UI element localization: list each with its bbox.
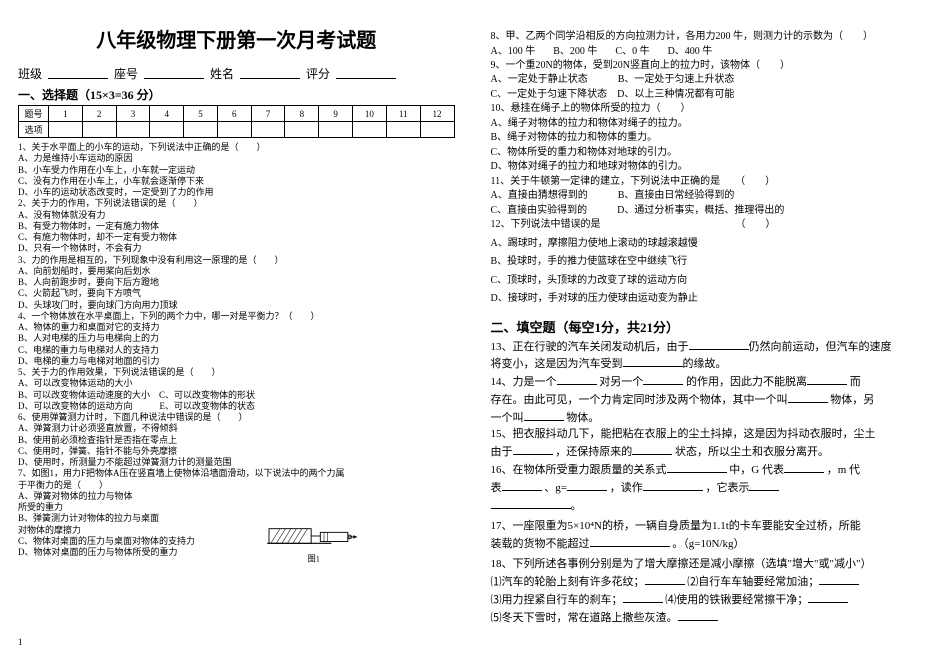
q9: 9、一个重20N的物体，受到20N竖直向上的拉力时，该物体（ ） — [491, 59, 928, 74]
q13: 13、正在行驶的汽车关闭发动机后，由于仍然向前运动，但汽车的速度 — [491, 338, 928, 356]
answer-table: 题号 1 2 3 4 5 6 7 8 9 10 11 12 选项 — [18, 105, 455, 138]
question-line: 4、一个物体放在水平桌面上，下列的两个力中，哪一对是平衡力？（ ） — [18, 311, 455, 322]
figure-1: 图1 — [263, 525, 363, 569]
question-line: A、物体的重力和桌面对它的支持力 — [18, 322, 455, 333]
question-line: 2、关于力的作用，下列说法错误的是（ ） — [18, 198, 455, 209]
left-questions-block: 1、关于水平面上的小车的运动，下列说法中正确的是（ ）A、力是维持小车运动的原因… — [18, 142, 455, 558]
section1-title: 一、选择题（15×3=36 分） — [18, 86, 455, 103]
score-blank[interactable] — [336, 65, 396, 79]
class-label: 班级 — [18, 65, 42, 82]
question-line: B、小车受力作用在小车上，小车就一定运动 — [18, 165, 455, 176]
question-line: B、人对电梯的压力与电梯向上的力 — [18, 333, 455, 344]
question-line: 5、关于力的作用效果，下列说法错误的是（ ） — [18, 367, 455, 378]
question-line: 1、关于水平面上的小车的运动，下列说法中正确的是（ ） — [18, 142, 455, 153]
name-label: 姓名 — [210, 65, 234, 82]
right-page: 8、甲、乙两个同学沿相反的方向拉测力计，各用力200 牛，则测力计的示数为（ ）… — [473, 0, 945, 655]
answer-table-header-row: 题号 1 2 3 4 5 6 7 8 9 10 11 12 — [19, 106, 455, 122]
page-number-left: 1 — [18, 637, 23, 647]
class-blank[interactable] — [48, 65, 108, 79]
q18: 18、下列所述各事例分别是为了增大摩擦还是减小摩擦（选填"增大"或"减小"） — [491, 557, 928, 573]
question-line: 对物体的摩擦力 — [18, 525, 455, 536]
student-info-line: 班级 座号 姓名 评分 — [18, 65, 455, 82]
figure-1-label: 图1 — [307, 555, 319, 564]
name-blank[interactable] — [240, 65, 300, 79]
question-line: A、弹簧对物体的拉力与物体 — [18, 491, 455, 502]
question-line: D、头球攻门时，要向球门方向用力顶球 — [18, 300, 455, 311]
question-line: D、只有一个物体时，不会有力 — [18, 243, 455, 254]
answer-table-answer-row: 选项 — [19, 122, 455, 138]
question-line: D、电梯的重力与电梯对地面的引力 — [18, 356, 455, 367]
question-line: A、力是维持小车运动的原因 — [18, 153, 455, 164]
score-label: 评分 — [306, 65, 330, 82]
question-line: D、可以改变物体的运动方向 E、可以改变物体的状态 — [18, 401, 455, 412]
seat-blank[interactable] — [144, 65, 204, 79]
question-line: C、没有力作用在小车上，小车就会逐渐停下来 — [18, 176, 455, 187]
question-line: 于平衡力的是（ ） — [18, 480, 455, 491]
question-line: D、小车的运动状态改变时，一定受到了力的作用 — [18, 187, 455, 198]
question-line: A、弹簧测力计必须竖直放置，不得倾斜 — [18, 423, 455, 434]
q15: 15、把衣服抖动几下，能把粘在衣服上的尘土抖掉，这是因为抖动衣服时，尘土 — [491, 427, 928, 443]
question-line: C、有施力物体时，却不一定有受力物体 — [18, 232, 455, 243]
question-line: D、使用时，所测量力不能超过弹簧测力计的测量范围 — [18, 457, 455, 468]
question-line: C、火箭起飞时，要向下方喷气 — [18, 288, 455, 299]
question-line: 3、力的作用是相互的，下列现象中没有利用这一原理的是（ ） — [18, 255, 455, 266]
row-label-q: 题号 — [19, 106, 49, 122]
question-line: B、人向前跑步时，要向下后方蹬地 — [18, 277, 455, 288]
q8-options: A、100 牛 B、200 牛 C、0 牛 D、400 牛 — [491, 45, 928, 59]
exam-title: 八年级物理下册第一次月考试题 — [18, 24, 455, 53]
question-line: 所受的重力 — [18, 502, 455, 513]
seat-label: 座号 — [114, 65, 138, 82]
question-line: B、有受力物体时，一定有施力物体 — [18, 221, 455, 232]
q10: 10、悬挂在绳子上的物体所受的拉力（ ） — [491, 102, 928, 117]
question-line: A、可以改变物体运动的大小 — [18, 378, 455, 389]
left-page: 八年级物理下册第一次月考试题 班级 座号 姓名 评分 一、选择题（15×3=36… — [0, 0, 473, 655]
question-line: C、电梯的重力与电梯对人的支持力 — [18, 345, 455, 356]
q12: 12、下列说法中错误的是 （ ） — [491, 218, 928, 233]
question-line: C、物体对桌面的压力与桌面对物体的支持力 — [18, 536, 455, 547]
section2-title: 二、填空题（每空1分，共21分） — [491, 317, 928, 336]
q14: 14、力是一个 对另一个 的作用，因此力不能脱离 而 — [491, 373, 928, 391]
question-line: 7、如图1，用力F把物体A压在竖直墙上使物体沿墙面滑动，以下说法中的两个力属 — [18, 468, 455, 479]
question-line: 6、使用弹簧测力计时，下面几种说法中错误的是（ ） — [18, 412, 455, 423]
question-line: A、没有物体就没有力 — [18, 210, 455, 221]
row-label-a: 选项 — [19, 122, 49, 138]
question-line: B、弹簧测力计对物体的拉力与桌面 — [18, 513, 455, 524]
q17: 17、一座限重为5×10⁴N的桥，一辆自身质量为1.1t的卡车要能安全过桥，所能 — [491, 519, 928, 535]
question-line: B、可以改变物体运动速度的大小 C、可以改变物体的形状 — [18, 390, 455, 401]
question-line: A、向前划船时，要用桨向后划水 — [18, 266, 455, 277]
question-line: B、使用前必须检查指针是否指在零点上 — [18, 435, 455, 446]
q11: 11、关于牛顿第一定律的建立，下列说法中正确的是 （ ） — [491, 175, 928, 190]
q8: 8、甲、乙两个同学沿相反的方向拉测力计，各用力200 牛，则测力计的示数为（ ） — [491, 30, 928, 45]
question-line: D、物体对桌面的压力与物体所受的重力 — [18, 547, 455, 558]
question-line: C、使用时，弹簧、指针不能与外壳摩擦 — [18, 446, 455, 457]
q16: 16、在物体所受重力跟质量的关系式 中，G 代表 ，m 代 — [491, 461, 928, 479]
